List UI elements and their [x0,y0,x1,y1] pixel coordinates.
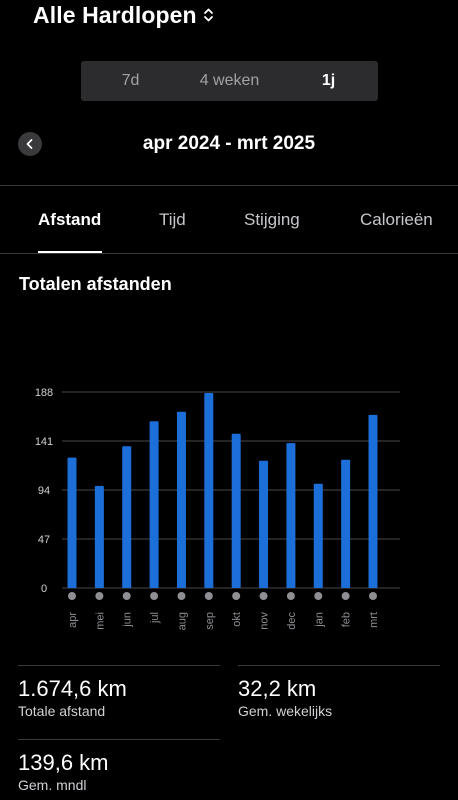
month-dot [122,592,131,600]
month-dot [286,592,295,600]
y-tick-label: 94 [38,485,50,497]
bar [313,483,323,588]
x-tick-label: aug [176,612,188,630]
segment-4-weken[interactable]: 4 weken [199,72,260,89]
distance-bar-chart: 0 47 94 141 188 apr mei jun jul aug sep okt nov dec ja… [0,370,458,640]
activity-type-selector[interactable]: Alle Hardlopen [33,0,214,30]
tab-stijging[interactable]: Stijging [244,209,300,229]
stat-monthly-average: 139,6 km Gem. mndl [18,750,109,793]
stat-value: 139,6 km [18,750,109,775]
chevron-left-icon [25,138,35,150]
bar [259,460,269,588]
bar [176,411,186,588]
chart-svg: 0 47 94 141 188 apr mei jun jul aug sep okt nov dec ja… [35,387,400,630]
stat-weekly-average: 32,2 km Gem. wekelijks [238,676,332,719]
y-tick-label: 188 [35,387,53,399]
stat-total-distance: 1.674,6 km Totale afstand [18,676,127,719]
month-dot [177,592,186,600]
month-dot [95,592,104,600]
metric-tabs: Afstand Tijd Stijging Calorieën [0,186,458,253]
x-tick-label: jun [122,612,134,628]
x-tick-label: jul [149,612,161,624]
stat-value: 1.674,6 km [18,676,127,701]
bar [341,459,351,588]
stat-divider [18,665,220,666]
period-navigator: apr 2024 - mrt 2025 [0,128,458,160]
period-label: apr 2024 - mrt 2025 [142,133,316,154]
x-tick-label: jan [313,612,325,628]
divider-tabs [0,253,458,254]
month-dot [341,592,350,600]
month-dot [68,592,76,600]
x-tick-label: mrt [368,612,380,628]
month-dot [259,592,268,600]
range-segmented-control: 7d 4 weken 1j [81,61,378,101]
x-tick-label: apr [67,612,79,628]
stat-divider [18,739,220,740]
tab-calorieen[interactable]: Calorieën [360,209,433,229]
previous-period-button[interactable] [18,132,42,156]
active-tab-indicator [38,251,102,253]
bar [231,433,241,588]
chevron-up-down-icon [203,7,214,23]
x-tick-label: nov [259,612,271,630]
tab-tijd[interactable]: Tijd [159,209,186,229]
tab-afstand[interactable]: Afstand [38,209,102,229]
bar [94,485,104,588]
bar [67,457,77,588]
stat-value: 32,2 km [238,676,317,701]
y-tick-label: 0 [41,583,47,595]
y-tick-label: 141 [35,436,53,448]
month-dot [314,592,323,600]
bar [368,414,378,588]
x-tick-label: okt [231,612,243,627]
segment-1j[interactable]: 1j [321,72,336,89]
stat-divider [238,665,440,666]
x-tick-label: feb [341,612,353,627]
y-tick-label: 47 [38,534,50,546]
month-dot [232,592,241,600]
stat-label: Totale afstand [18,703,106,719]
x-tick-label: mei [94,612,106,630]
bar [286,443,296,588]
segment-7d[interactable]: 7d [121,72,140,89]
bar [204,393,214,588]
x-tick-label: sep [204,612,216,630]
month-dot [150,592,159,600]
divider-top [0,185,458,186]
bar [122,446,132,588]
x-tick-label: dec [286,612,298,630]
activity-type-title: Alle Hardlopen [33,1,197,28]
month-dot [369,592,377,600]
section-title: Totalen afstanden [19,274,172,294]
bar [149,421,159,588]
month-dot [204,592,213,600]
stat-label: Gem. mndl [18,777,87,793]
stat-label: Gem. wekelijks [238,703,333,719]
